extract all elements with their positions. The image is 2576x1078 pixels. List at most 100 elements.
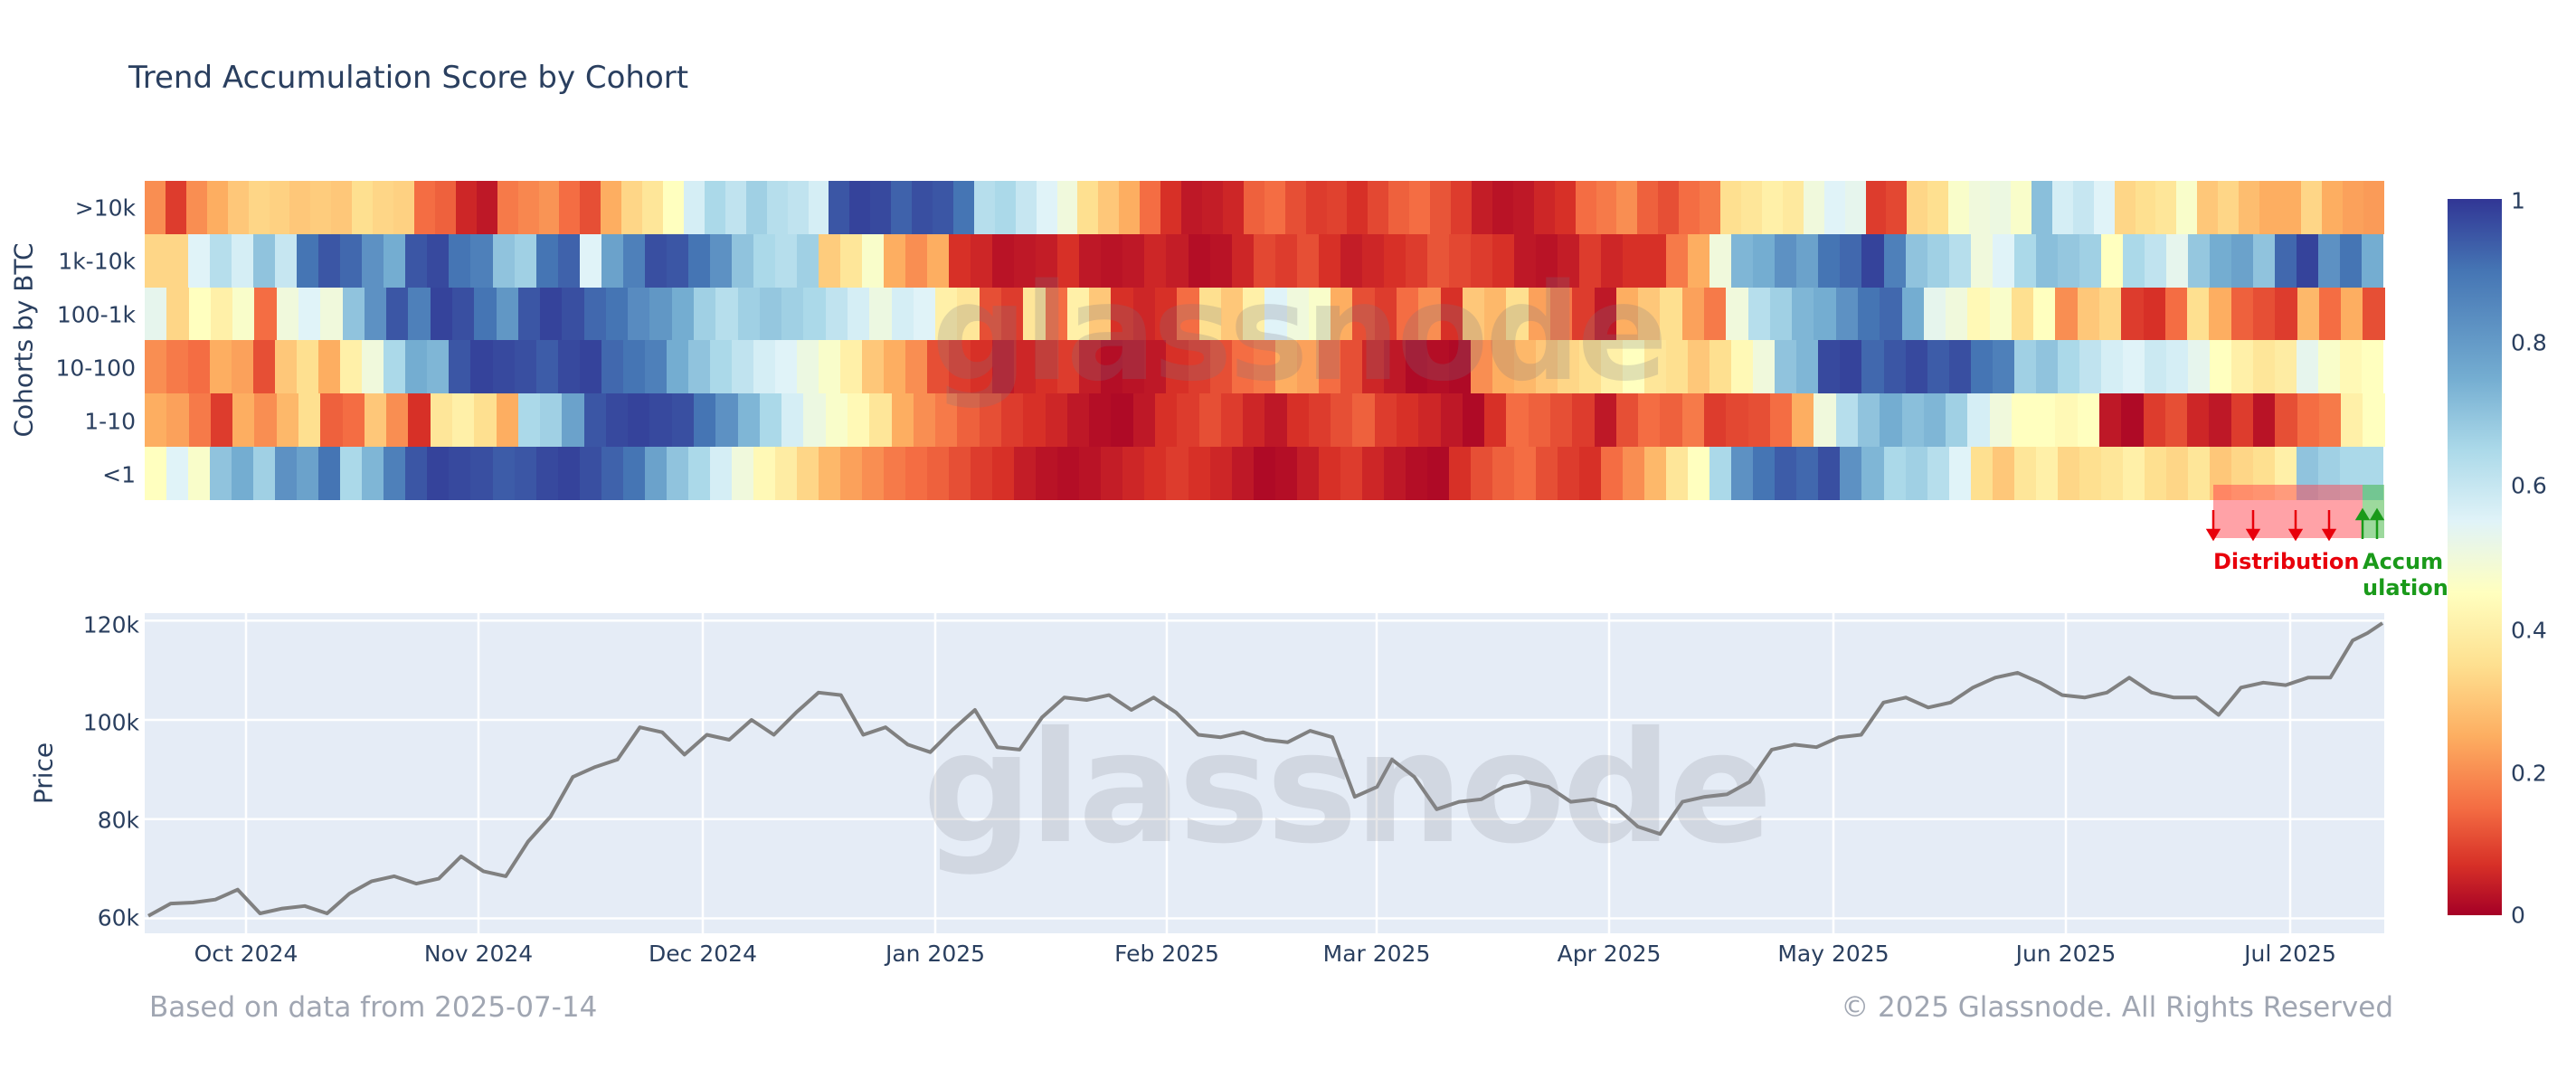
heatmap-cell bbox=[2035, 340, 2058, 394]
heatmap-cell bbox=[1077, 181, 1099, 234]
heatmap-cell bbox=[687, 447, 710, 500]
heatmap-cell bbox=[1405, 340, 1427, 394]
heatmap-cell bbox=[2363, 181, 2384, 234]
colorbar-tick: 0.4 bbox=[2511, 617, 2547, 644]
heatmap-cell bbox=[476, 181, 497, 234]
heatmap-cell bbox=[1264, 181, 1285, 234]
heatmap-cell bbox=[2013, 340, 2036, 394]
heatmap-cell bbox=[1927, 340, 1949, 394]
heatmap-cell bbox=[1761, 181, 1783, 234]
heatmap-cell bbox=[644, 233, 667, 288]
heatmap-cell bbox=[275, 233, 298, 288]
x-tick: Apr 2025 bbox=[1557, 941, 1662, 967]
heatmap-cell bbox=[622, 447, 645, 500]
heatmap-cell bbox=[1594, 287, 1616, 341]
heatmap-cell bbox=[1623, 447, 1645, 500]
heatmap-cell bbox=[671, 393, 695, 448]
heatmap-cell bbox=[2362, 233, 2384, 288]
heatmap-cell bbox=[1883, 340, 1906, 394]
heatmap-cell bbox=[683, 181, 705, 234]
heatmap-cell bbox=[1644, 233, 1667, 288]
price-line-chart bbox=[145, 613, 2384, 933]
heatmap-cell bbox=[621, 181, 643, 234]
heatmap-cell bbox=[1440, 287, 1463, 341]
heatmap-cell bbox=[1814, 287, 1836, 341]
x-tick: Jul 2025 bbox=[2244, 941, 2336, 967]
heatmap-cell bbox=[310, 181, 332, 234]
price-plot-area[interactable]: glassnode bbox=[145, 613, 2384, 933]
heatmap-cell bbox=[709, 447, 732, 500]
heatmap-cell bbox=[1089, 287, 1112, 341]
heatmap-cell bbox=[649, 393, 672, 448]
y-tick: 80k bbox=[97, 807, 139, 834]
heatmap-cell bbox=[1905, 233, 1927, 288]
heatmap-cell bbox=[1132, 287, 1155, 341]
heatmap-cell bbox=[1666, 447, 1689, 500]
heatmap-cell bbox=[1992, 340, 2014, 394]
heatmap-cell bbox=[1927, 447, 1949, 500]
heatmap-cell bbox=[992, 233, 1015, 288]
heatmap-cell bbox=[884, 233, 906, 288]
heatmap-cell bbox=[1792, 287, 1814, 341]
heatmap-cell bbox=[583, 287, 606, 341]
heatmap-cell bbox=[753, 233, 775, 288]
heatmap-cell bbox=[1374, 393, 1397, 448]
heatmap-cell bbox=[825, 393, 848, 448]
heatmap-cell bbox=[781, 393, 804, 448]
heatmap-cell bbox=[1066, 287, 1090, 341]
heatmap-cell bbox=[579, 340, 601, 394]
heatmap-cell bbox=[373, 181, 394, 234]
heatmap-cell bbox=[2099, 393, 2122, 448]
heatmap-cell bbox=[210, 447, 232, 500]
heatmap-cell bbox=[514, 233, 536, 288]
colorbar-tick: 0.6 bbox=[2511, 472, 2547, 499]
heatmap-cell bbox=[342, 393, 365, 448]
heatmap-cell bbox=[891, 181, 913, 234]
heatmap-cell bbox=[470, 447, 493, 500]
heatmap-cell bbox=[1857, 393, 1880, 448]
heatmap-cell bbox=[666, 233, 688, 288]
colorbar bbox=[2448, 199, 2502, 915]
price-y-axis-title: Price bbox=[28, 742, 59, 805]
heatmap-cell bbox=[957, 393, 980, 448]
heatmap-cell bbox=[687, 233, 710, 288]
heatmap-cell bbox=[2209, 287, 2231, 341]
heatmap[interactable] bbox=[145, 181, 2385, 500]
heatmap-cell bbox=[1484, 287, 1507, 341]
heatmap-cell bbox=[1536, 340, 1558, 394]
heatmap-cell bbox=[449, 233, 471, 288]
heatmap-cell bbox=[829, 181, 850, 234]
heatmap-cell bbox=[1448, 340, 1471, 394]
heatmap-cell bbox=[2253, 340, 2276, 394]
heatmap-cell bbox=[1101, 447, 1123, 500]
heatmap-cell bbox=[1818, 447, 1841, 500]
heatmap-cell bbox=[622, 233, 645, 288]
heatmap-cell bbox=[2321, 181, 2343, 234]
x-tick: Nov 2024 bbox=[423, 941, 534, 967]
heatmap-cell bbox=[1688, 447, 1710, 500]
heatmap-cell bbox=[1572, 393, 1595, 448]
heatmap-cell bbox=[384, 340, 406, 394]
heatmap-cell bbox=[2363, 393, 2385, 448]
heatmap-cell bbox=[2165, 233, 2188, 288]
heatmap-cell bbox=[166, 340, 189, 394]
arrow-down-icon bbox=[2321, 510, 2337, 542]
heatmap-cell bbox=[1166, 447, 1189, 500]
heatmap-cell bbox=[449, 340, 471, 394]
heatmap-cell bbox=[474, 393, 497, 448]
heatmap-cell bbox=[1644, 340, 1667, 394]
heatmap-cell bbox=[957, 287, 980, 341]
heatmap-cell bbox=[210, 233, 232, 288]
heatmap-cell bbox=[952, 181, 974, 234]
heatmap-cell bbox=[540, 393, 563, 448]
heatmap-cell bbox=[2187, 233, 2210, 288]
heatmap-cell bbox=[188, 287, 211, 341]
heatmap-cell bbox=[2164, 287, 2188, 341]
heatmap-cell bbox=[386, 393, 409, 448]
heatmap-cell bbox=[1140, 181, 1161, 234]
heatmap-cell bbox=[1222, 181, 1244, 234]
row-label: 10-100 bbox=[55, 355, 136, 382]
heatmap-cell bbox=[2275, 340, 2297, 394]
heatmap-cell bbox=[340, 233, 363, 288]
heatmap-cell bbox=[1188, 233, 1210, 288]
